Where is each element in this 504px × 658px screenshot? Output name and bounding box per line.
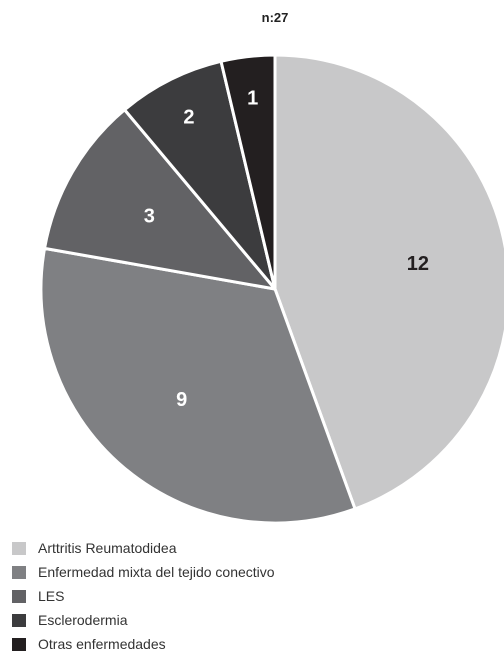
- pie-slice-esclerodermia: [123, 59, 277, 291]
- legend-swatch: [12, 589, 26, 603]
- legend-item-esclerodermia: Esclerodermia: [12, 608, 275, 632]
- legend-swatch: [12, 541, 26, 555]
- legend-label: Esclerodermia: [38, 612, 128, 628]
- pie-slice-arttritis-reumatodidea: [273, 53, 504, 511]
- legend-label: Enfermedad mixta del tejido conectivo: [38, 564, 275, 580]
- data-label-enfermedad-mixta-del-tejido-conectivo: 9: [176, 389, 187, 411]
- data-label-otras-enfermedades: 1: [247, 87, 258, 109]
- pie-slice-enfermedad-mixta-del-tejido-conectivo: [39, 246, 357, 525]
- chart-legend: Arttritis Reumatodidea Enfermedad mixta d…: [12, 536, 275, 656]
- legend-item-enfermedad-mixta-del-tejido-conectivo: Enfermedad mixta del tejido conectivo: [12, 560, 275, 584]
- data-label-les: 3: [144, 205, 155, 227]
- legend-label: Arttritis Reumatodidea: [38, 540, 177, 556]
- legend-swatch: [12, 613, 26, 627]
- legend-swatch: [12, 565, 26, 579]
- legend-label: Otras enfermedades: [38, 636, 166, 652]
- pie-slice-otras-enfermedades: [219, 53, 277, 291]
- legend-item-arttritis-reumatodidea: Arttritis Reumatodidea: [12, 536, 275, 560]
- legend-label: LES: [38, 588, 65, 604]
- chart-title: n:27: [261, 10, 289, 25]
- data-label-esclerodermia: 2: [183, 107, 194, 129]
- legend-item-les: LES: [12, 584, 275, 608]
- legend-swatch: [12, 637, 26, 651]
- pie-chart: 12 9 3 2 1: [39, 53, 504, 525]
- pie-slice-les: [43, 108, 277, 291]
- data-label-arttritis-reumatodidea: 12: [407, 253, 429, 275]
- legend-item-otras-enfermedades: Otras enfermedades: [12, 632, 275, 656]
